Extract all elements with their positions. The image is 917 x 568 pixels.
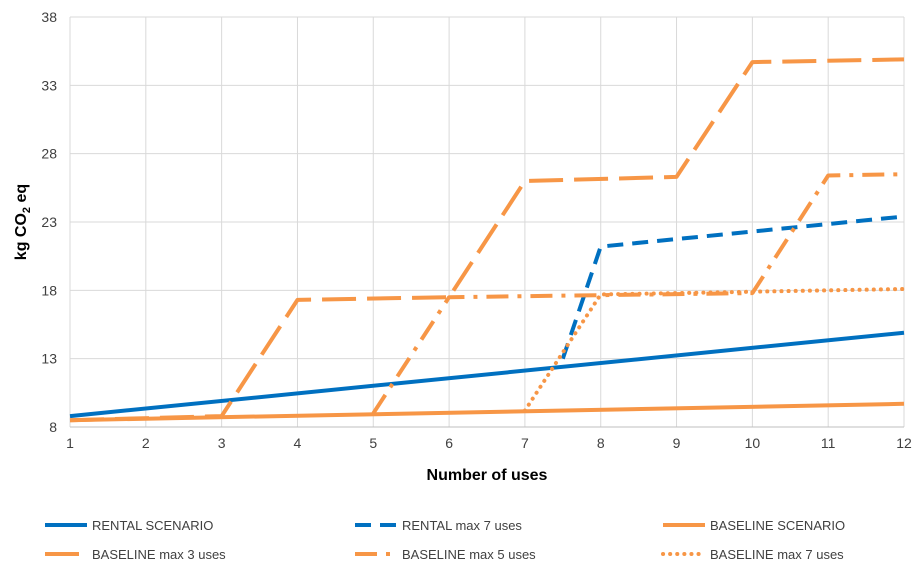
legend-label: BASELINE SCENARIO <box>710 518 845 533</box>
legend-label: BASELINE max 7 uses <box>710 547 844 562</box>
x-tick-label: 4 <box>294 435 302 451</box>
y-tick-label: 8 <box>49 419 57 435</box>
y-tick-label: 33 <box>41 77 57 93</box>
series-line-6 <box>522 287 906 413</box>
legend-item-3: BASELINE SCENARIO <box>663 518 845 533</box>
x-tick-label: 7 <box>521 435 529 451</box>
x-tick-label: 10 <box>745 435 761 451</box>
series-line-1 <box>69 330 905 419</box>
legend-label: RENTAL SCENARIO <box>92 518 213 533</box>
legend-item-6: BASELINE max 7 uses <box>661 547 844 562</box>
series-line-4 <box>69 57 905 423</box>
legend-item-4: BASELINE max 3 uses <box>45 547 226 562</box>
legend-item-2: RENTAL max 7 uses <box>355 518 522 533</box>
y-axis-title: kg CO2 eq <box>13 184 33 260</box>
x-tick-label: 1 <box>66 435 74 451</box>
x-tick-label: 11 <box>821 435 836 451</box>
y-tick-label: 13 <box>41 351 57 367</box>
x-tick-label: 2 <box>142 435 150 451</box>
y-tick-label: 18 <box>41 282 57 298</box>
y-axis-title-main: kg CO <box>13 213 30 260</box>
x-tick-label: 8 <box>597 435 605 451</box>
x-tick-label: 6 <box>445 435 453 451</box>
x-tick-label: 9 <box>673 435 681 451</box>
legend-label: RENTAL max 7 uses <box>402 518 522 533</box>
y-tick-label: 38 <box>41 9 57 25</box>
legend-item-5: BASELINE max 5 uses <box>355 547 536 562</box>
y-axis-title-tail: eq <box>13 184 30 207</box>
legend: RENTAL SCENARIO RENTAL max 7 uses BASELINE… <box>45 518 845 562</box>
legend-item-1: RENTAL SCENARIO <box>45 518 213 533</box>
legend-label: BASELINE max 5 uses <box>402 547 536 562</box>
x-tick-label: 5 <box>369 435 377 451</box>
x-tick-label: 3 <box>218 435 226 451</box>
grid <box>69 16 905 428</box>
series-line-2 <box>560 214 905 360</box>
x-tick-label: 12 <box>896 435 912 451</box>
legend-label: BASELINE max 3 uses <box>92 547 226 562</box>
x-axis-title: Number of uses <box>427 467 548 484</box>
y-tick-label: 23 <box>41 214 57 230</box>
series-line-3 <box>69 401 905 423</box>
series-layer <box>69 57 906 423</box>
y-tick-label: 28 <box>41 146 57 162</box>
y-axis-title-subscript: 2 <box>21 207 33 213</box>
